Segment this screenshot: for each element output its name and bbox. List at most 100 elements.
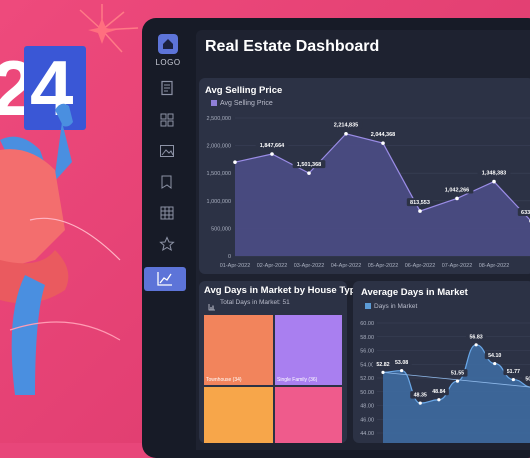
days-legend-swatch [365, 303, 371, 309]
data-label: 48.84 [432, 389, 445, 395]
data-label-bg [428, 387, 449, 396]
treemap-cell-3[interactable] [204, 387, 273, 443]
data-label-bg [484, 351, 505, 360]
treemap-cell-townhouse[interactable]: Townhouse (34) [204, 315, 273, 385]
avg-days-chart: 60.00 58.00 56.00 54.00 52.00 50.00 48.00 46.00… [360, 321, 530, 443]
data-label: 813,553 [410, 200, 430, 206]
page-title: Real Estate Dashboard [205, 38, 380, 55]
home-logo-icon[interactable] [158, 34, 178, 54]
price-point [381, 141, 385, 145]
treemap-title: Avg Days in Market by House Type [204, 285, 361, 296]
y-tick-label: 56.00 [360, 349, 374, 355]
y-tick-label: 46.00 [360, 417, 374, 423]
y-tick-label: 44.00 [360, 431, 374, 437]
person-illustration [0, 103, 121, 395]
x-tick-label: 04-Apr-2022 [331, 263, 362, 269]
data-label: 48.35 [414, 393, 427, 399]
x-tick-label: 01-Apr-2022 [220, 263, 251, 269]
data-label: 54.10 [488, 353, 501, 359]
dashboard-icon[interactable] [159, 112, 175, 128]
data-label-bg [366, 130, 400, 139]
price-legend-swatch [211, 100, 217, 106]
data-label-bg [255, 141, 289, 150]
y-tick-label: 48.00 [360, 404, 374, 410]
x-tick-label: 03-Apr-2022 [294, 263, 325, 269]
data-label-bg [410, 391, 431, 399]
star-icon[interactable] [159, 236, 175, 252]
price-point [344, 131, 348, 136]
data-label: 51.77 [507, 369, 520, 375]
x-tick-label: 06-Apr-2022 [405, 263, 436, 269]
days-chart-title: Average Days in Market [361, 287, 468, 298]
data-label: 50.66 [525, 377, 530, 383]
x-tick-label: 02-Apr-2022 [257, 263, 288, 269]
data-label: 1,847,664 [260, 143, 285, 149]
data-label: 56.83 [469, 334, 482, 340]
data-label: 1,348,383 [482, 171, 506, 177]
data-label: 633,629 [521, 210, 530, 216]
days-point [511, 377, 515, 382]
chart-icon [208, 298, 216, 311]
x-tick-label: 07-Apr-2022 [442, 263, 473, 269]
y-tick-label: 2,000,000 [207, 144, 231, 150]
y-tick-label: 50.00 [360, 390, 374, 396]
price-point [418, 209, 422, 213]
table-icon[interactable] [159, 205, 175, 221]
data-label-bg [391, 358, 412, 367]
data-label-bg [522, 375, 530, 383]
data-label-bg [373, 360, 393, 368]
data-label: 2,214,835 [334, 123, 358, 129]
y-tick-label: 0 [228, 254, 231, 260]
days-point [493, 361, 497, 366]
x-tick-label: 08-Apr-2022 [479, 263, 510, 269]
y-tick-label: 1,000,000 [207, 199, 231, 205]
days-point [455, 379, 460, 383]
data-label: 1,042,266 [445, 187, 469, 193]
days-point [400, 368, 404, 373]
data-label-bg [329, 120, 363, 129]
data-label-bg [406, 198, 434, 207]
days-point [418, 401, 422, 405]
price-legend-label: Avg Selling Price [220, 100, 273, 107]
data-label-bg [292, 160, 326, 169]
days-point [437, 398, 441, 402]
data-label: 1,501,368 [297, 162, 321, 168]
y-tick-label: 1,500,000 [207, 171, 231, 177]
bookmark-icon[interactable] [159, 174, 175, 190]
data-label-bg [440, 185, 474, 194]
days-point [381, 370, 385, 374]
logo-label: LOGO [155, 58, 181, 67]
avg-selling-price-chart: 2,500,000 2,000,000 1,500,000 1,000,000 500,… [207, 116, 530, 269]
days-area [383, 344, 530, 443]
days-legend[interactable]: Days in Market [365, 303, 417, 310]
treemap-cell-single-family[interactable]: Single Family (36) [275, 315, 342, 385]
treemap-cell-label: Single Family (36) [277, 377, 318, 383]
price-point [307, 171, 311, 175]
price-point [270, 152, 274, 156]
data-label-bg [517, 208, 530, 217]
price-point [233, 160, 237, 164]
treemap-subtitle: Total Days in Market: 51 [220, 299, 290, 306]
days-legend-label: Days in Market [374, 303, 418, 310]
data-label-bg [447, 369, 468, 377]
hero-digit-card: 4 [24, 46, 86, 130]
y-tick-label: 60.00 [360, 321, 374, 327]
price-legend[interactable]: Avg Selling Price [211, 100, 273, 107]
sidebar-item-active[interactable] [144, 267, 186, 291]
document-icon[interactable] [159, 80, 175, 96]
data-label-bg [477, 168, 511, 177]
treemap-cell-4[interactable] [275, 387, 342, 443]
data-label-bg [503, 367, 524, 376]
price-point [455, 196, 459, 201]
price-area [235, 133, 530, 256]
y-tick-label: 58.00 [360, 335, 374, 341]
data-label: 2,044,368 [371, 132, 395, 138]
y-tick-label: 54.00 [360, 362, 374, 368]
y-tick-label: 2,500,000 [207, 116, 231, 122]
y-tick-label: 500,000 [211, 226, 231, 232]
data-label: 52.82 [376, 362, 389, 368]
image-icon[interactable] [159, 143, 175, 159]
price-chart-title: Avg Selling Price [205, 85, 283, 96]
days-point [474, 343, 478, 347]
treemap-cell-label: Townhouse (34) [206, 377, 242, 383]
